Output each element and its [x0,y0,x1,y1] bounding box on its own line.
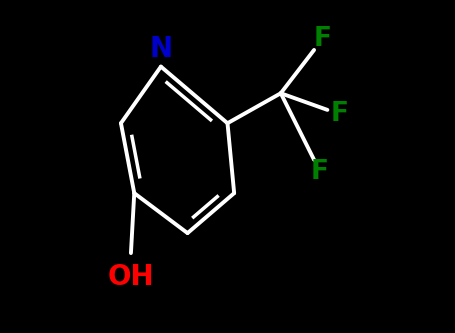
Text: N: N [149,35,172,63]
Text: F: F [313,26,331,52]
Text: F: F [311,159,329,185]
Text: OH: OH [108,263,154,291]
Text: F: F [331,101,349,127]
